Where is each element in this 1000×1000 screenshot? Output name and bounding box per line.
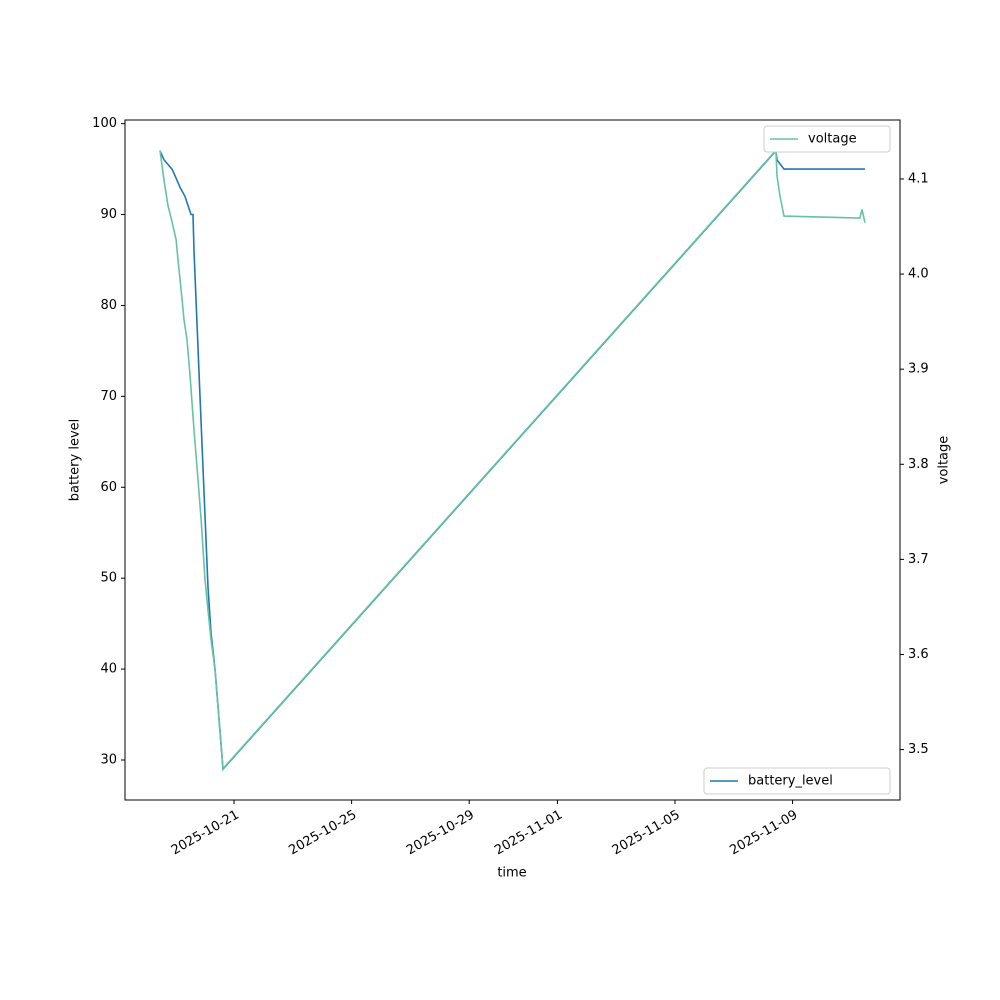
plot-frame [124, 119, 901, 801]
y-tick-label: 80 [100, 298, 117, 313]
y-tick-label: 30 [100, 753, 117, 768]
line [159, 148, 866, 771]
y-tick-label: 60 [100, 480, 117, 495]
y-tick-label: 100 [92, 116, 117, 131]
y2-tick-label: 3.6 [908, 647, 929, 662]
y-tick-label: 70 [100, 389, 117, 404]
legend-label: battery_level [748, 774, 833, 789]
legend-box [763, 125, 891, 153]
y-tick-label: 90 [100, 207, 117, 222]
legend-label: voltage [808, 132, 857, 147]
y2-tick-label: 3.8 [908, 457, 929, 472]
y-tick-label: 50 [100, 571, 117, 586]
legend-box [703, 767, 891, 795]
y-axis-label: battery level [68, 419, 83, 502]
y2-tick-label: 3.9 [908, 362, 929, 377]
y2-tick-label: 4.0 [908, 267, 929, 282]
y2-tick-label: 4.1 [908, 171, 929, 186]
x-axis-label: time [497, 866, 526, 881]
y2-axis-label: voltage [937, 436, 952, 485]
y2-tick-label: 3.7 [908, 552, 929, 567]
y2-tick-label: 3.5 [908, 742, 929, 757]
y-tick-label: 40 [100, 662, 117, 677]
